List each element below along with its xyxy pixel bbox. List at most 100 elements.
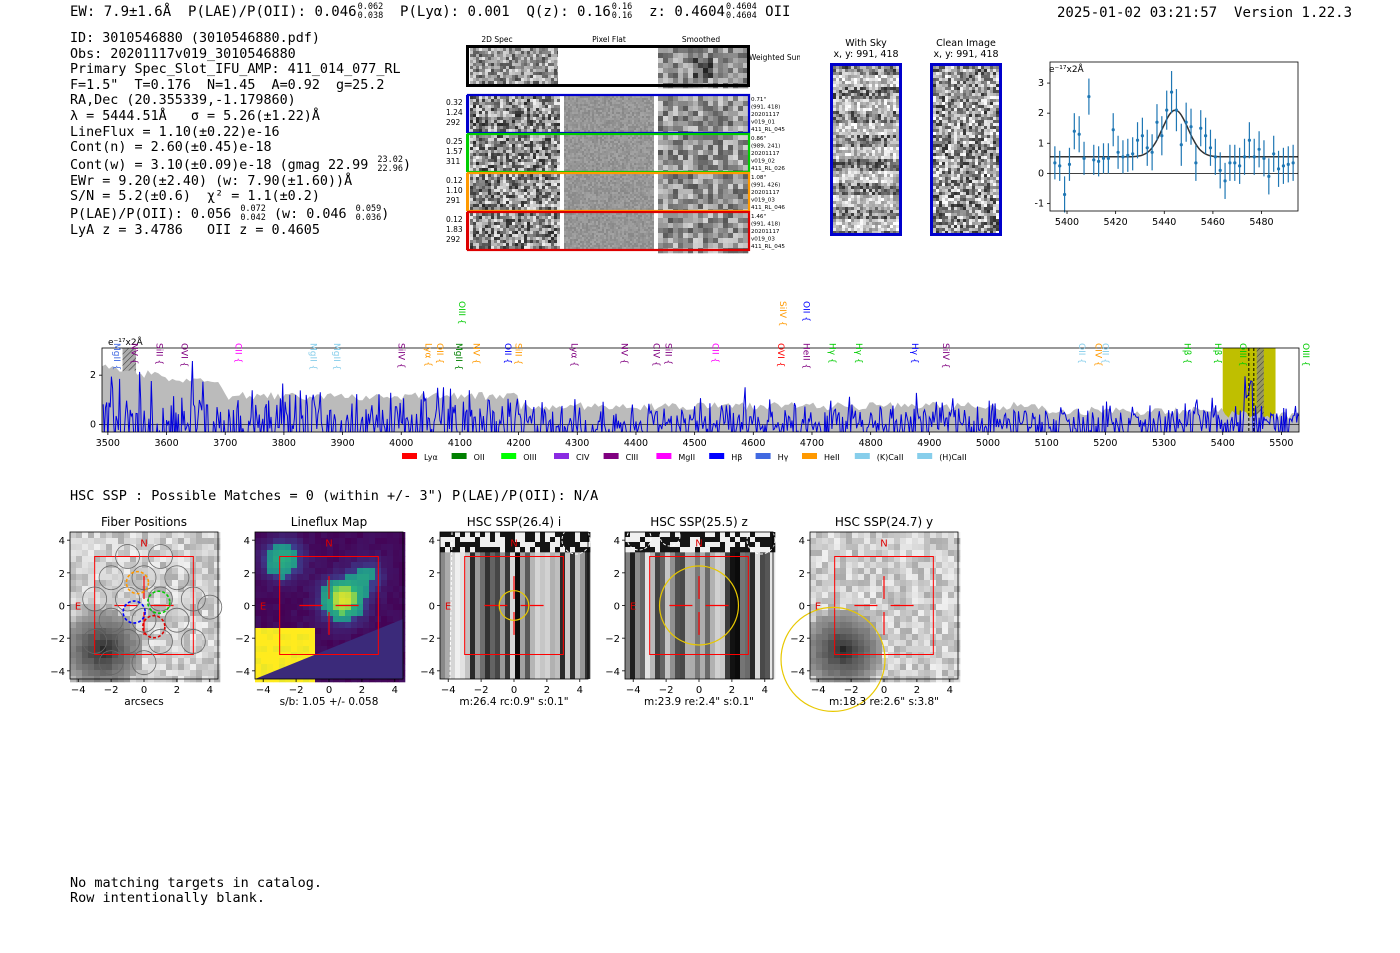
hsc-ytick-label: −4 bbox=[50, 667, 65, 678]
search-box bbox=[279, 556, 379, 655]
north-label: N bbox=[140, 539, 147, 550]
line-marker: OIII { bbox=[1300, 343, 1310, 367]
line-marker-label: NV { bbox=[470, 343, 480, 364]
plae-value: P(LAE)/P(OII): 0.056 bbox=[70, 206, 232, 222]
hsc-ytick-label: 0 bbox=[614, 602, 620, 613]
ew-value: EW: 7.9±1.6 bbox=[70, 4, 163, 20]
line-marker-label: Hβ { bbox=[1212, 343, 1222, 364]
fiber-distance: 0.86" bbox=[751, 136, 766, 142]
fit-point bbox=[1116, 135, 1120, 169]
contw-value: Cont(w) = 3.10(±0.09)e-18 (gmag 22.99 bbox=[70, 157, 369, 173]
fit-point bbox=[1092, 144, 1096, 175]
clean-image-xy: x, y: 991, 418 bbox=[933, 49, 999, 60]
clean-image-border bbox=[930, 63, 1002, 236]
hsc-xtick-label: −2 bbox=[104, 685, 119, 696]
line-marker: MgII { bbox=[307, 343, 317, 370]
sky-pixels bbox=[830, 63, 902, 236]
sum-2d-image bbox=[470, 48, 561, 85]
line-marker: SiIV { bbox=[395, 343, 405, 369]
fit-point bbox=[1223, 162, 1227, 199]
hsc-panel-title: Fiber Positions bbox=[101, 515, 187, 529]
with-sky-title: With Sky bbox=[845, 38, 887, 49]
hsc-ytick-label: −2 bbox=[50, 634, 65, 645]
line-marker-label: SiIV { bbox=[395, 343, 405, 369]
fit-point bbox=[1204, 117, 1208, 154]
fit-point bbox=[1067, 147, 1072, 181]
fiber-shot: v019_03 bbox=[751, 237, 775, 243]
line-marker-label: CIV { bbox=[1092, 343, 1102, 367]
hsc-image bbox=[625, 525, 776, 679]
sum-flat-image bbox=[558, 48, 658, 84]
fit-ytick-label: 2 bbox=[1038, 108, 1044, 119]
line-marker: SiII { bbox=[662, 343, 672, 365]
line-marker: NV { bbox=[128, 343, 138, 364]
hsc-ytick-label: −2 bbox=[420, 634, 435, 645]
hsc-panel-title: HSC SSP(25.5) z bbox=[650, 515, 748, 529]
line-marker: NV { bbox=[470, 343, 480, 364]
fit-point bbox=[1233, 144, 1237, 181]
fiber-date: 20201117 bbox=[751, 190, 780, 196]
fit-point bbox=[1276, 150, 1281, 187]
footer-notes: No matching targets in catalog. Row inten… bbox=[70, 876, 322, 906]
search-box bbox=[649, 556, 749, 655]
hsc-xtick-label: 4 bbox=[762, 685, 768, 696]
fit-ytick-label: 3 bbox=[1038, 78, 1044, 89]
line-marker-label: OIII { bbox=[1300, 343, 1310, 367]
hsc-xtick-label: 0 bbox=[141, 685, 147, 696]
line-marker: Lyα { bbox=[422, 343, 432, 367]
line-marker: OVI { bbox=[775, 343, 785, 367]
info-id: ID: 3010546880 (3010546880.pdf) bbox=[70, 31, 320, 46]
legend-swatch bbox=[917, 453, 933, 459]
fit-point bbox=[1053, 146, 1057, 180]
legend-label: OIII bbox=[523, 453, 536, 462]
legend-entry: Lyα bbox=[402, 453, 438, 462]
legend-entry: (K)CaII bbox=[854, 453, 904, 462]
line-marker: OIII { bbox=[1237, 343, 1247, 367]
hsc-xtick-label: −2 bbox=[289, 685, 304, 696]
fiber-2d-image bbox=[470, 135, 561, 172]
legend-label: HeII bbox=[824, 453, 840, 462]
line-marker-label: Lyα { bbox=[422, 343, 432, 367]
spectrum-xtick-label: 3700 bbox=[213, 438, 237, 449]
z-value: z: 0.4604 bbox=[649, 4, 725, 20]
spectrum-xtick-label: 4600 bbox=[741, 438, 765, 449]
fit-xtick-label: 5460 bbox=[1201, 217, 1225, 228]
version: Version 1.22.3 bbox=[1234, 5, 1353, 21]
sum-smooth-image bbox=[658, 48, 749, 89]
fiber-n: 291 bbox=[446, 196, 461, 205]
hsc-panel-caption: m:23.9 re:2.4" s:0.1" bbox=[644, 696, 754, 708]
hsc-xtick-label: 4 bbox=[577, 685, 583, 696]
fit-point bbox=[1218, 152, 1222, 189]
hsc-panel: Lineflux Map N E 4 2 0 −2 −4 −4 −2 0 2 4 s/b: 1.05 +/… bbox=[235, 515, 406, 708]
fiber-xy: (989, 241) bbox=[751, 144, 780, 150]
spectrum-xtick-label: 4000 bbox=[389, 438, 413, 449]
spectrum-xtick-label: 4900 bbox=[917, 438, 941, 449]
with-sky-image bbox=[830, 63, 902, 236]
hsc-xtick-label: 4 bbox=[207, 685, 213, 696]
legend-entry: MgII bbox=[656, 453, 695, 462]
legend-swatch bbox=[501, 453, 517, 459]
hsc-xtick-label: 0 bbox=[696, 685, 702, 696]
qz-value: Q(z): 0.16 bbox=[526, 4, 611, 20]
footer-line1: No matching targets in catalog. bbox=[70, 875, 322, 891]
clean-image bbox=[930, 63, 1002, 236]
detection-info: ID: 3010546880 (3010546880.pdf) Obs: 2020… bbox=[70, 31, 411, 239]
line-marker: Hγ { bbox=[853, 343, 863, 364]
fiber-n: 292 bbox=[446, 235, 461, 244]
legend-swatch bbox=[854, 453, 870, 459]
fit-xtick-label: 5480 bbox=[1249, 217, 1273, 228]
hsc-panel-caption: m:18.3 re:2.6" s:3.8" bbox=[829, 696, 939, 708]
spectrum-xtick-label: 4700 bbox=[800, 438, 824, 449]
hsc-ytick-label: −2 bbox=[790, 634, 805, 645]
weighted-sum-label: Weighted Sum bbox=[749, 53, 800, 62]
legend-swatch bbox=[603, 453, 619, 459]
fit-xtick-label: 5440 bbox=[1152, 217, 1176, 228]
ratio-value: P(LAE)/P(OII): 0.046 bbox=[188, 4, 357, 20]
fit-point bbox=[1262, 140, 1266, 177]
line-marker: CIV { bbox=[1092, 343, 1102, 367]
z-line: OII bbox=[765, 4, 791, 20]
fit-ytick-label: -1 bbox=[1035, 198, 1044, 209]
hsc-ytick-label: 4 bbox=[799, 536, 805, 547]
info-primary: Primary Spec_Slot_IFU_AMP: 411_014_077_R… bbox=[70, 62, 401, 78]
fit-point bbox=[1150, 134, 1154, 171]
